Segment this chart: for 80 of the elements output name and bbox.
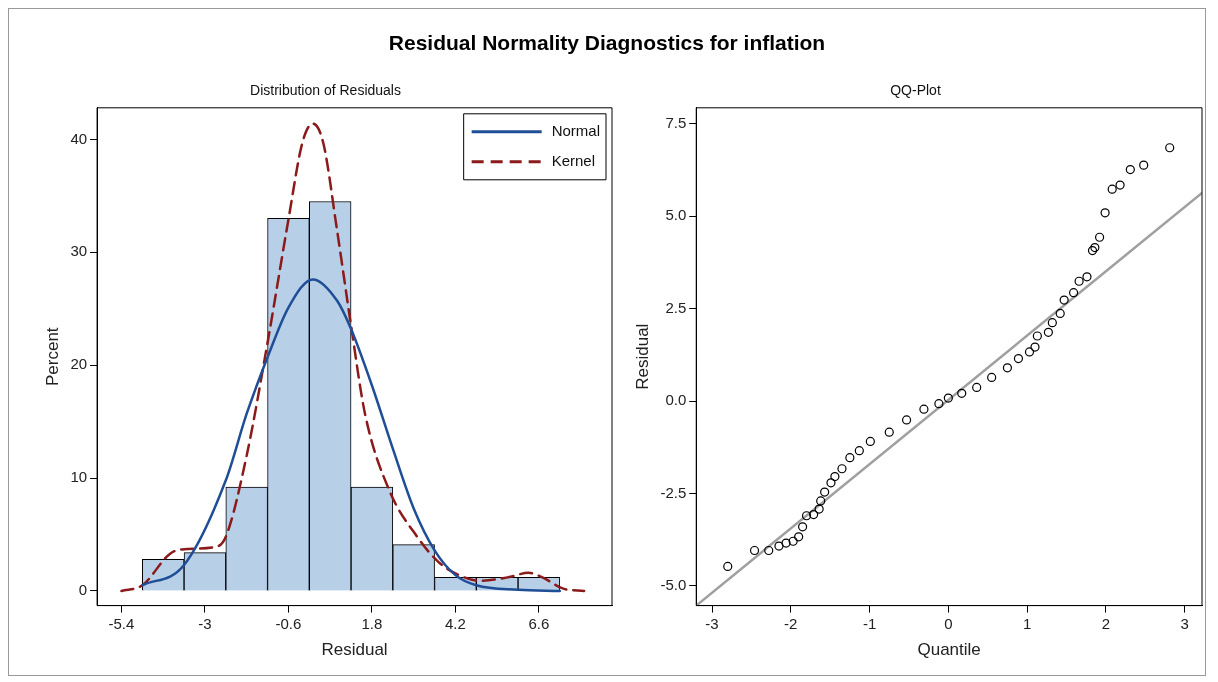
point [1107,184,1117,194]
y-tick-label: 5.0 [665,206,687,224]
point [854,446,864,456]
x-tick-label: 3 [1180,614,1189,632]
point [798,522,808,532]
point [723,561,733,571]
point [1055,308,1065,319]
point [972,382,982,392]
point [749,545,760,556]
y-axis-title: Residual [632,323,652,390]
x-tick-label: 4.2 [445,614,466,632]
point [987,372,997,383]
point [794,532,804,542]
point [764,545,774,556]
point [943,393,953,403]
y-tick-label: 0.0 [665,391,687,409]
point [830,471,840,482]
point [801,511,812,521]
point [781,538,791,548]
x-tick-label: -2 [784,614,798,632]
point [1068,288,1079,298]
point [1165,143,1175,153]
y-axis-title: Percent [42,327,62,386]
legend-label: Kernel [551,151,596,169]
point [1024,347,1035,357]
x-tick-label: 1 [1022,614,1032,632]
y-tick-label: 40 [70,129,88,147]
x-tick-label: -3 [705,614,719,632]
point [1043,327,1053,337]
chart-title: Distribution of Residuals [250,82,401,99]
x-tick-label: 0 [944,614,953,632]
point [1059,295,1069,305]
point [865,436,875,446]
point [845,453,855,463]
point [884,427,894,437]
point [809,510,819,520]
y-tick-label: -5.0 [660,576,687,594]
x-axis-title: Quantile [917,640,981,660]
point [1047,318,1057,328]
point [1100,208,1110,218]
x-tick-label: -1 [862,614,877,632]
point [814,504,824,514]
x-tick-label: -0.6 [275,614,302,632]
y-tick-label: 10 [70,468,88,486]
y-tick-label: 2.5 [665,298,687,316]
x-tick-label: 2 [1101,614,1111,632]
y-tick-label: 20 [70,355,88,373]
point [826,478,836,488]
point [1030,342,1040,352]
point [1094,232,1105,242]
point [837,464,847,474]
point [1082,272,1092,282]
line-series [141,278,562,593]
x-tick-label: 1.8 [361,614,383,632]
point [788,536,798,546]
point [1002,363,1013,373]
text: Residual Normality Diagnostics for inflation [387,31,827,55]
point [1125,164,1135,175]
y-tick-label: 30 [70,242,88,260]
y-tick-label: 7.5 [665,113,687,131]
y-tick-label: 0 [78,581,88,599]
point [934,399,944,409]
point [901,415,912,425]
x-tick-label: 6.6 [528,614,550,632]
point [1013,353,1024,364]
x-axis-title: Residual [321,640,388,660]
x-tick-label: -3 [198,614,212,632]
point [1074,276,1084,286]
point [816,496,826,506]
point [1032,331,1042,341]
point [1139,160,1149,170]
point [820,487,830,497]
legend-label: Normal [551,121,600,139]
chart-title: QQ-Plot [890,82,941,99]
point [919,404,929,414]
point [1115,180,1125,190]
point [957,388,967,398]
y-tick-label: -2.5 [660,483,687,501]
x-tick-label: -5.4 [108,614,135,632]
point [774,541,784,551]
